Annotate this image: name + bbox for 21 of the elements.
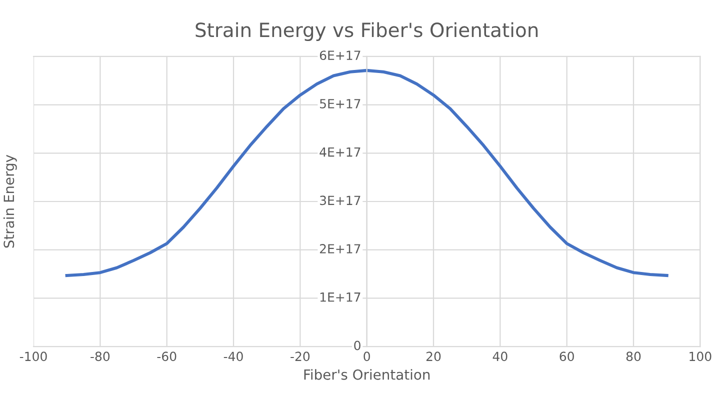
x-tick-label: 80 (626, 352, 641, 362)
y-tick-label: 2E+17 (320, 244, 360, 254)
x-tick-label: 40 (492, 352, 508, 362)
y-tick-label: 5E+17 (320, 99, 360, 108)
y-tick-label: 0 (354, 340, 360, 350)
x-tick-label: 20 (426, 352, 441, 362)
x-tick-label: -20 (290, 352, 310, 362)
x-tick-label: -80 (90, 352, 110, 362)
x-tick-label: -60 (157, 352, 176, 362)
x-tick-label: 0 (364, 352, 370, 362)
y-tick-label: 4E+17 (320, 147, 360, 157)
y-axis-title: Strain Energy (3, 154, 17, 248)
x-tick-label: 100 (690, 352, 712, 362)
y-tick-label: 6E+17 (320, 50, 360, 60)
x-tick-label: 60 (560, 352, 574, 362)
y-tick-label: 1E+17 (320, 292, 360, 302)
x-axis-title: Fiber's Orientation (304, 369, 430, 380)
chart-title: Strain Energy vs Fiber's Orientation (196, 22, 538, 42)
x-tick-label: -100 (20, 352, 47, 362)
y-tick-label: 3E+17 (320, 196, 360, 206)
x-tick-label: -40 (224, 352, 243, 362)
